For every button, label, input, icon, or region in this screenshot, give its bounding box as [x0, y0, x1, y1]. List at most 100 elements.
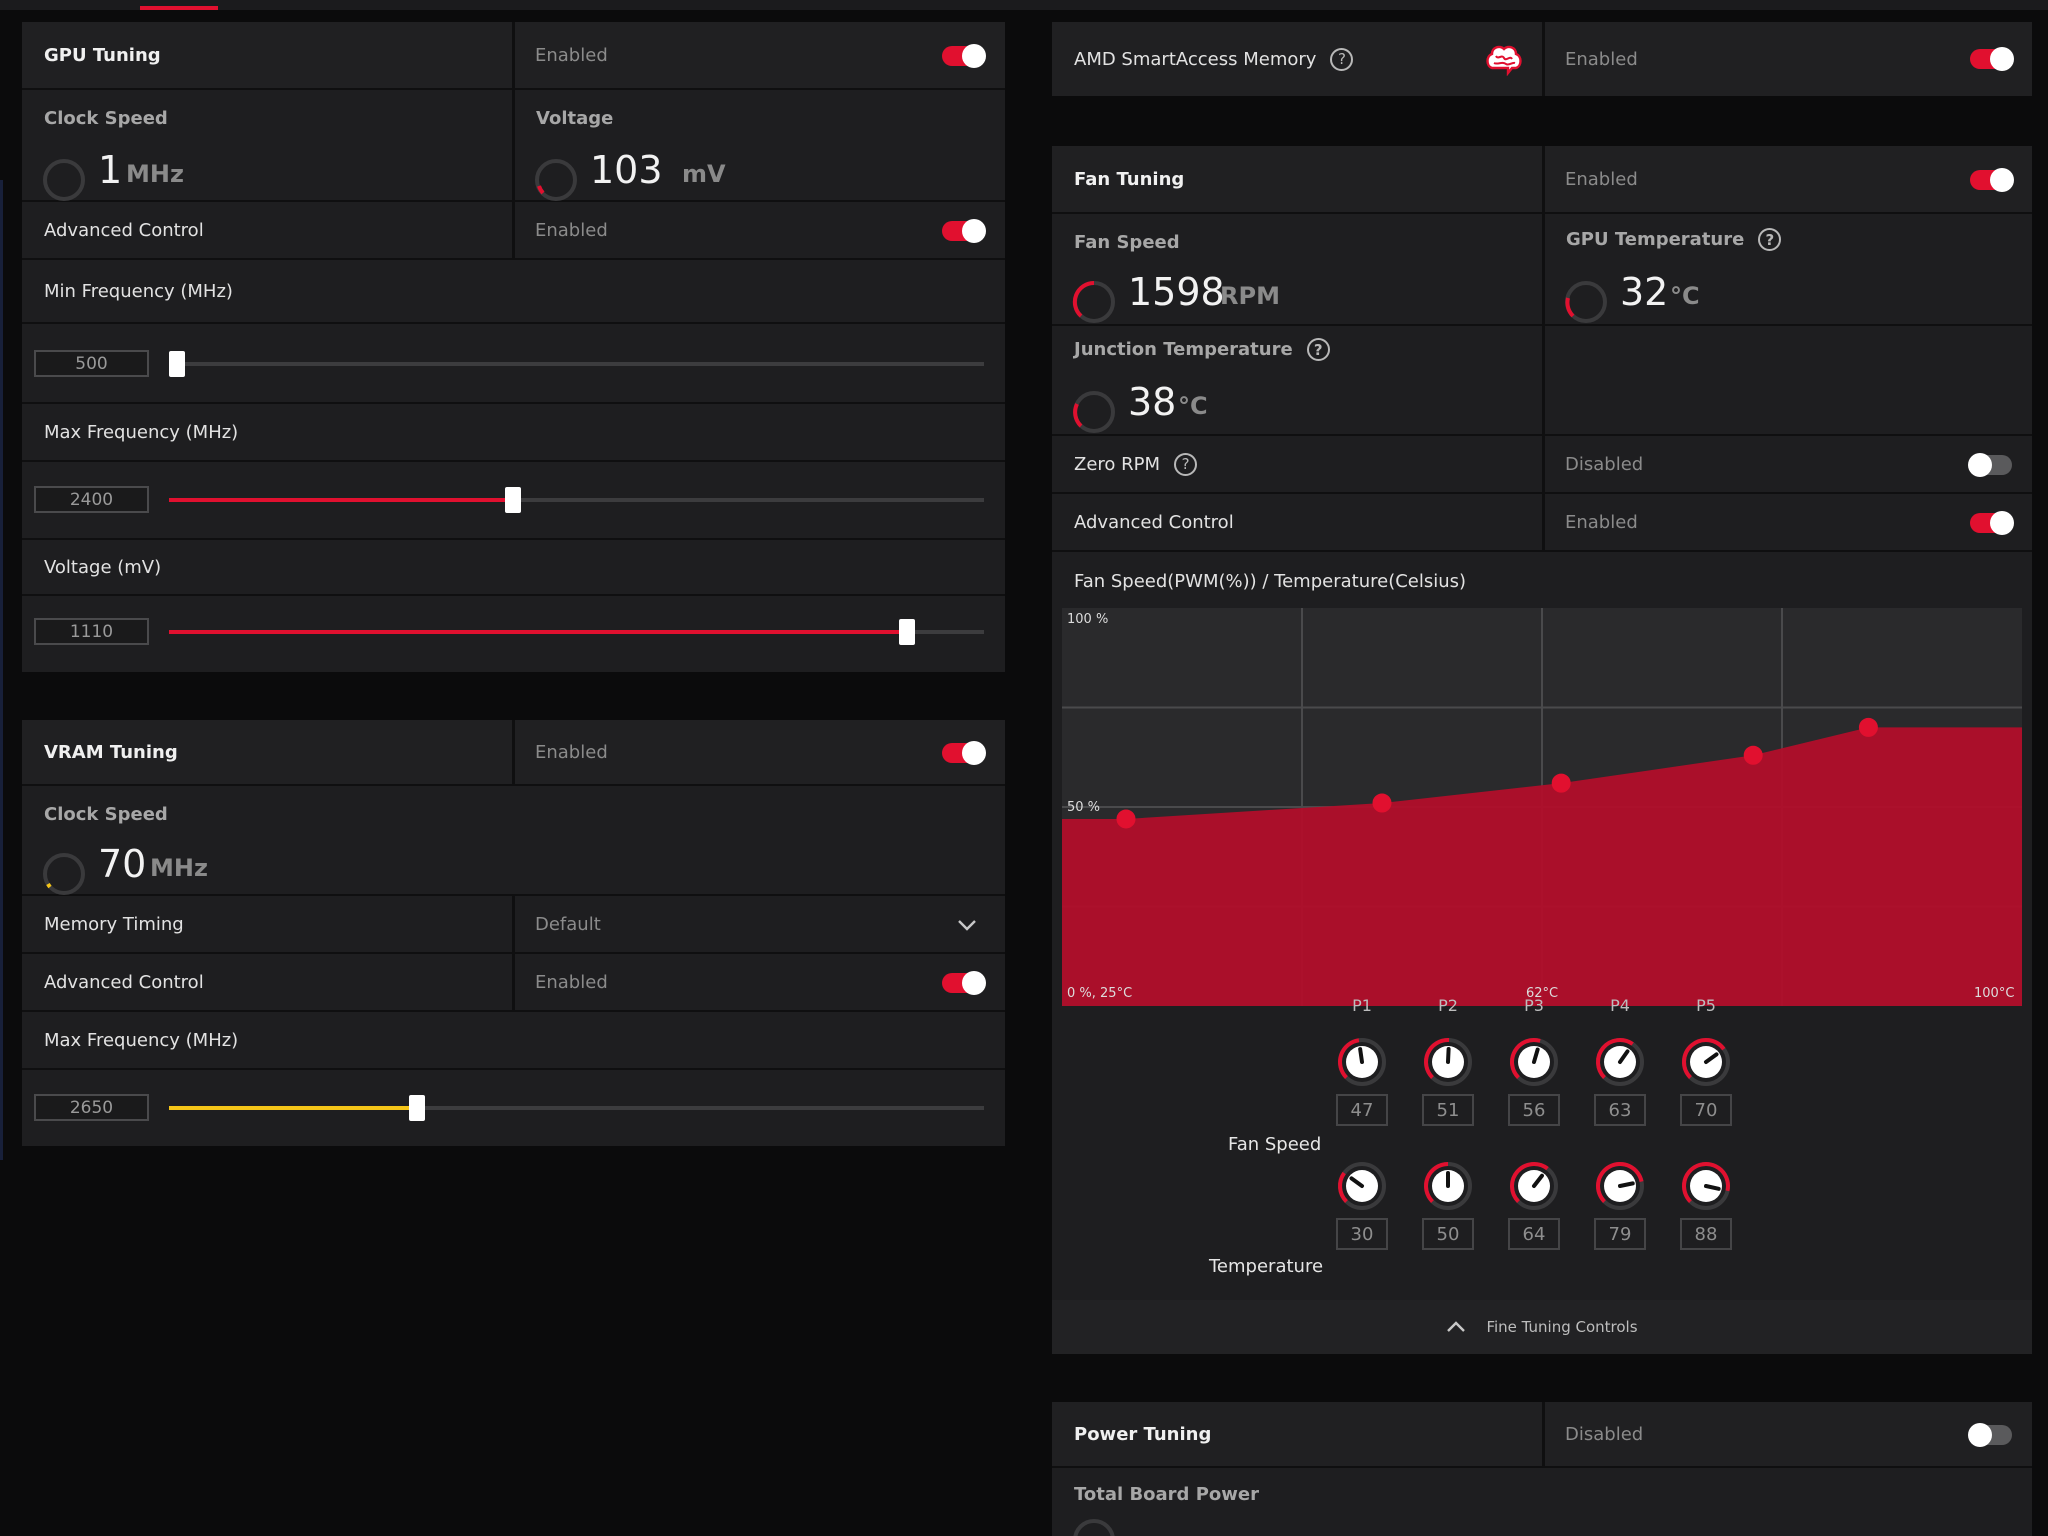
- toggle-knob: [962, 44, 986, 68]
- vram-max-freq-track[interactable]: [169, 1106, 984, 1110]
- gpu-tuning-title: GPU Tuning: [44, 44, 161, 66]
- vram-advanced-toggle[interactable]: [942, 971, 986, 995]
- power-tuning-status: Disabled: [1565, 1423, 1644, 1445]
- memory-timing-select[interactable]: Default: [535, 913, 601, 935]
- toggle-knob: [962, 219, 986, 243]
- zero-rpm-toggle[interactable]: [1968, 453, 2012, 477]
- curve-point-p3[interactable]: [1551, 773, 1571, 793]
- divider: [512, 720, 515, 784]
- board-power-title: Total Board Power: [1074, 1484, 1259, 1505]
- temperature-input-p3[interactable]: 64: [1508, 1218, 1560, 1250]
- junction-temp-title: Junction Temperature: [1074, 339, 1293, 360]
- gpu-advanced-toggle[interactable]: [942, 219, 986, 243]
- max-freq-thumb[interactable]: [505, 487, 521, 513]
- help-icon[interactable]: ?: [1306, 338, 1330, 361]
- temperature-input-p5[interactable]: 88: [1680, 1218, 1732, 1250]
- memory-timing-row[interactable]: Memory Timing Default: [22, 896, 1005, 954]
- junction-temp-gauge-icon: [1073, 391, 1115, 433]
- fan-curve-chart[interactable]: 100 % 50 % 0 %, 25°C 62°C 100°C: [1062, 608, 2022, 1006]
- temperature-dial-icon[interactable]: [1336, 1160, 1388, 1212]
- gpu-metrics-row: Clock Speed 1 MHz Voltage 103 mV: [22, 90, 1005, 202]
- y-tick-mid: 50 %: [1067, 800, 1101, 815]
- temperature-input-p4[interactable]: 79: [1594, 1218, 1646, 1250]
- temperature-dial-icon[interactable]: [1680, 1160, 1732, 1212]
- toggle-knob: [1990, 511, 2014, 535]
- fan-advanced-toggle[interactable]: [1970, 511, 2014, 535]
- fan-speed-dial-icon[interactable]: [1594, 1036, 1646, 1088]
- fan-tuning-toggle[interactable]: [1970, 168, 2014, 192]
- min-freq-slider-row: 500: [22, 324, 1005, 404]
- curve-title: Fan Speed(PWM(%)) / Temperature(Celsius): [1074, 570, 1467, 592]
- divider: [512, 22, 515, 88]
- gpu-advanced-status: Enabled: [535, 219, 608, 241]
- vram-clock-value: 70: [98, 842, 147, 886]
- gpu-tuning-status: Enabled: [535, 44, 608, 66]
- fan-speed-input-p5[interactable]: 70: [1680, 1094, 1732, 1126]
- toggle-knob: [962, 971, 986, 995]
- sam-toggle[interactable]: [1970, 47, 2014, 71]
- gpu-tuning-toggle[interactable]: [942, 44, 986, 68]
- fan-speed-input-p3[interactable]: 56: [1508, 1094, 1560, 1126]
- max-freq-track[interactable]: [169, 498, 984, 502]
- zero-rpm-row: Zero RPM? Disabled: [1052, 436, 2032, 494]
- fan-speed-dial-icon[interactable]: [1422, 1036, 1474, 1088]
- zero-rpm-label-cell: Zero RPM?: [1052, 436, 1198, 492]
- fan-speed-input-p1[interactable]: 47: [1336, 1094, 1388, 1126]
- curve-point-p4[interactable]: [1743, 745, 1763, 765]
- voltage-thumb[interactable]: [899, 619, 915, 645]
- fine-tuning-bar[interactable]: Fine Tuning Controls: [1052, 1300, 2032, 1354]
- junction-title-wrap: Junction Temperature?: [1074, 338, 1330, 361]
- temperature-dial-icon[interactable]: [1594, 1160, 1646, 1212]
- help-icon[interactable]: ?: [1758, 228, 1782, 251]
- gpu-temp-value: 32: [1620, 270, 1669, 314]
- help-icon[interactable]: ?: [1330, 47, 1354, 71]
- power-tuning-title: Power Tuning: [1074, 1423, 1212, 1445]
- gpu-tuning-header: GPU Tuning Enabled: [22, 22, 1005, 90]
- curve-point-p5[interactable]: [1858, 717, 1878, 737]
- max-freq-label-row: Max Frequency (MHz): [22, 404, 1005, 462]
- fan-speed-input-p2[interactable]: 51: [1422, 1094, 1474, 1126]
- max-freq-input[interactable]: 2400: [34, 486, 149, 513]
- fan-speed-dial-icon[interactable]: [1336, 1036, 1388, 1088]
- point-label-p2: P2: [1438, 996, 1458, 1015]
- fan-speed-row-label: Fan Speed: [1228, 1134, 1322, 1155]
- max-freq-fill: [169, 498, 513, 502]
- gpu-temp-title-wrap: GPU Temperature?: [1566, 228, 1782, 251]
- min-freq-input[interactable]: 500: [34, 350, 149, 377]
- gpu-clock-value: 1: [98, 148, 123, 192]
- curve-point-p2[interactable]: [1372, 793, 1392, 813]
- fan-speed-input-p4[interactable]: 63: [1594, 1094, 1646, 1126]
- zero-rpm-status: Disabled: [1565, 453, 1644, 475]
- fan-tuning-header: Fan Tuning Enabled: [1052, 146, 2032, 214]
- curve-title-row: Fan Speed(PWM(%)) / Temperature(Celsius): [1052, 552, 2032, 610]
- power-tuning-toggle[interactable]: [1968, 1423, 2012, 1447]
- min-freq-thumb[interactable]: [169, 351, 185, 377]
- vram-max-freq-slider-row: 2650: [22, 1070, 1005, 1146]
- divider: [512, 202, 515, 258]
- fan-advanced-label: Advanced Control: [1074, 511, 1234, 533]
- power-tuning-panel: Power Tuning Disabled Total Board Power: [1052, 1402, 2032, 1536]
- vram-max-freq-input[interactable]: 2650: [34, 1094, 149, 1121]
- gpu-voltage-unit: mV: [682, 160, 726, 188]
- fan-speed-title: Fan Speed: [1074, 232, 1180, 253]
- help-icon[interactable]: ?: [1174, 452, 1198, 476]
- fan-curve-svg[interactable]: [1062, 608, 2022, 1006]
- voltage-input[interactable]: 1110: [34, 618, 149, 645]
- fan-advanced-row: Advanced Control Enabled: [1052, 494, 2032, 552]
- chevron-up-icon[interactable]: [1446, 1320, 1466, 1334]
- vram-clock-title: Clock Speed: [44, 804, 168, 825]
- vram-max-freq-thumb[interactable]: [409, 1095, 425, 1121]
- curve-point-p1[interactable]: [1116, 809, 1136, 829]
- chevron-down-icon[interactable]: [957, 918, 977, 932]
- fan-speed-dial-icon[interactable]: [1508, 1036, 1560, 1088]
- sam-status: Enabled: [1565, 48, 1638, 70]
- temperature-input-p1[interactable]: 30: [1336, 1218, 1388, 1250]
- fan-speed-dial-icon[interactable]: [1680, 1036, 1732, 1088]
- temperature-dial-icon[interactable]: [1422, 1160, 1474, 1212]
- vram-tuning-toggle[interactable]: [942, 741, 986, 765]
- voltage-fill: [169, 630, 907, 634]
- temperature-dial-icon[interactable]: [1508, 1160, 1560, 1212]
- min-freq-track[interactable]: [169, 362, 984, 366]
- temperature-input-p2[interactable]: 50: [1422, 1218, 1474, 1250]
- junction-temp-unit: °C: [1178, 392, 1208, 420]
